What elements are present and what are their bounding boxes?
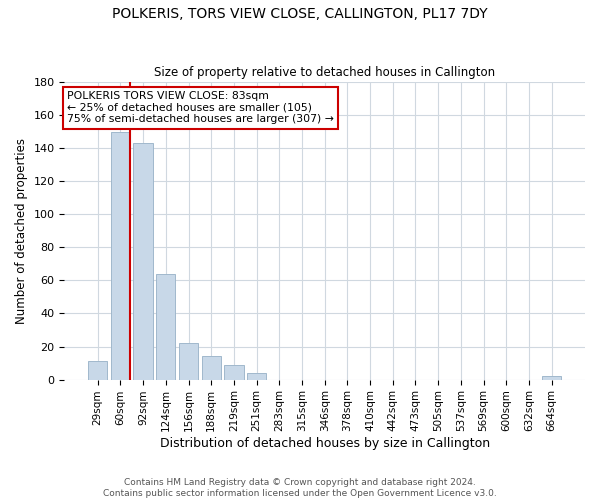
Bar — [111, 132, 130, 380]
Title: Size of property relative to detached houses in Callington: Size of property relative to detached ho… — [154, 66, 495, 80]
Y-axis label: Number of detached properties: Number of detached properties — [15, 138, 28, 324]
X-axis label: Distribution of detached houses by size in Callington: Distribution of detached houses by size … — [160, 437, 490, 450]
Bar — [542, 376, 562, 380]
Bar — [133, 143, 153, 380]
Bar — [202, 356, 221, 380]
Bar — [247, 373, 266, 380]
Text: POLKERIS, TORS VIEW CLOSE, CALLINGTON, PL17 7DY: POLKERIS, TORS VIEW CLOSE, CALLINGTON, P… — [112, 8, 488, 22]
Bar — [88, 362, 107, 380]
Text: POLKERIS TORS VIEW CLOSE: 83sqm
← 25% of detached houses are smaller (105)
75% o: POLKERIS TORS VIEW CLOSE: 83sqm ← 25% of… — [67, 91, 334, 124]
Bar — [224, 364, 244, 380]
Bar — [156, 274, 175, 380]
Bar — [179, 343, 198, 380]
Text: Contains HM Land Registry data © Crown copyright and database right 2024.
Contai: Contains HM Land Registry data © Crown c… — [103, 478, 497, 498]
